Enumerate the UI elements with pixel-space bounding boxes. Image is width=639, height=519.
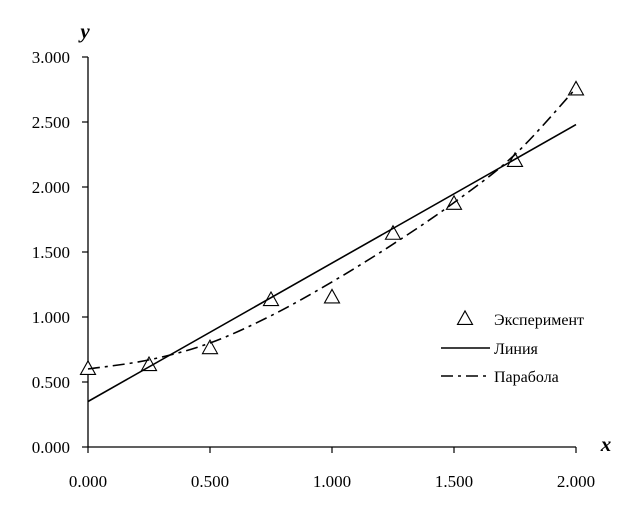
legend-label: Эксперимент (494, 312, 584, 329)
y-tick-label: 0.500 (32, 373, 70, 392)
experiment-point (262, 290, 280, 307)
x-tick-label: 0.500 (191, 472, 229, 491)
y-tick-label: 1.000 (32, 308, 70, 327)
y-tick-label: 2.000 (32, 178, 70, 197)
y-ticks: 0.000 0.500 1.000 1.500 2.000 2.500 3.000 (32, 48, 88, 457)
x-tick-label: 0.000 (69, 472, 107, 491)
legend-label: Линия (494, 341, 539, 358)
x-tick-label: 1.000 (313, 472, 351, 491)
legend-item: Парабола (441, 369, 559, 386)
legend: Эксперимент Линия Парабола (441, 309, 584, 386)
plot-area (79, 80, 585, 403)
x-axis-title: x (600, 432, 612, 456)
legend-item: Эксперимент (456, 309, 584, 329)
series-experiment (79, 80, 585, 376)
x-tick-label: 1.500 (435, 472, 473, 491)
y-tick-label: 3.000 (32, 48, 70, 67)
legend-triangle-icon (456, 309, 474, 326)
x-tick-label: 2.000 (557, 472, 595, 491)
x-ticks: 0.000 0.500 1.000 1.500 2.000 (69, 447, 595, 491)
axes: 0.000 0.500 1.000 1.500 2.000 0.000 0.500 1.00… (32, 48, 595, 491)
experiment-point (140, 355, 158, 372)
y-tick-label: 0.000 (32, 438, 70, 457)
legend-item: Линия (441, 341, 539, 358)
y-tick-label: 1.500 (32, 243, 70, 262)
experiment-point (323, 288, 341, 304)
legend-label: Парабола (494, 369, 559, 386)
experiment-point (384, 224, 402, 240)
y-axis-title: y (77, 19, 90, 43)
y-tick-label: 2.500 (32, 113, 70, 132)
experiment-point (201, 339, 219, 355)
